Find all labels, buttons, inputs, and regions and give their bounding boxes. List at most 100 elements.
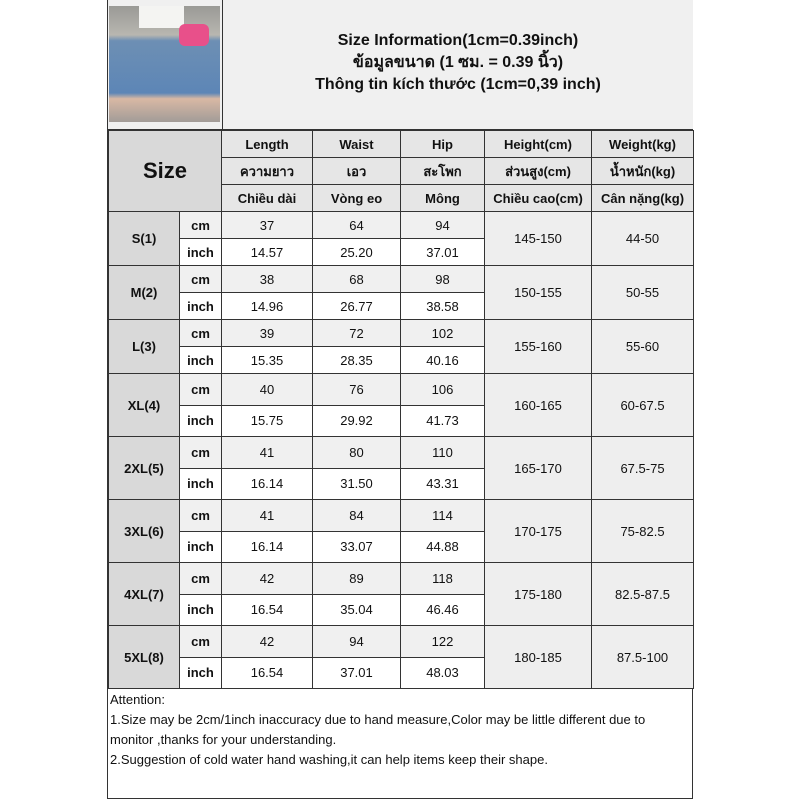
height-range: 160-165 (484, 373, 592, 437)
table-row-cm: 4XL(7) cm 42 89 118 175-180 82.5-87.5 (108, 562, 694, 626)
header-vi-2: Mông (400, 184, 485, 212)
unit-cm: cm (179, 265, 222, 293)
table-row-inch: inch 15.75 29.92 41.73 (109, 404, 694, 437)
inch-value: 40.16 (400, 346, 485, 374)
inch-value: 38.58 (400, 292, 485, 320)
inch-value: 41.73 (400, 404, 485, 437)
inch-value: 14.96 (221, 292, 313, 320)
unit-cm: cm (179, 625, 222, 658)
height-range: 150-155 (484, 265, 592, 320)
weight-range: 82.5-87.5 (591, 562, 694, 626)
inch-value: 16.14 (221, 467, 313, 500)
unit-inch: inch (179, 346, 222, 374)
height-range: 170-175 (484, 499, 592, 563)
height-range: 175-180 (484, 562, 592, 626)
cm-value: 42 (221, 562, 313, 595)
weight-range: 75-82.5 (591, 499, 694, 563)
header-vi-3: Chiều cao(cm) (484, 184, 592, 212)
table-row-inch: inch 14.57 25.20 37.01 (109, 238, 694, 266)
weight-range: 87.5-100 (591, 625, 694, 689)
size-label: 3XL(6) (108, 499, 180, 563)
cm-value: 68 (312, 265, 401, 293)
cm-value: 41 (221, 499, 313, 532)
cm-value: 122 (400, 625, 485, 658)
unit-inch: inch (179, 467, 222, 500)
cm-value: 84 (312, 499, 401, 532)
attention-note: Attention: 1.Size may be 2cm/1inch inacc… (110, 690, 690, 770)
cm-value: 94 (400, 211, 485, 239)
inch-value: 37.01 (312, 656, 401, 689)
inch-value: 28.35 (312, 346, 401, 374)
height-range: 165-170 (484, 436, 592, 500)
table-row-cm: 5XL(8) cm 42 94 122 180-185 87.5-100 (108, 625, 694, 689)
header-en-4: Weight(kg) (591, 130, 694, 158)
height-range: 155-160 (484, 319, 592, 374)
inch-value: 15.75 (221, 404, 313, 437)
inch-value: 46.46 (400, 593, 485, 626)
unit-inch: inch (179, 238, 222, 266)
inch-value: 31.50 (312, 467, 401, 500)
inch-value: 16.54 (221, 656, 313, 689)
inch-value: 16.54 (221, 593, 313, 626)
cm-value: 76 (312, 373, 401, 406)
inch-value: 44.88 (400, 530, 485, 563)
size-info-title: Size Information(1cm=0.39inch) ข้อมูลขนา… (223, 30, 693, 96)
header-th-0: ความยาว (221, 157, 313, 185)
title-vietnamese: Thông tin kích thước (1cm=0,39 inch) (315, 76, 601, 93)
inch-value: 37.01 (400, 238, 485, 266)
table-row-cm: L(3) cm 39 72 102 155-160 55-60 (108, 319, 694, 374)
unit-cm: cm (179, 436, 222, 469)
size-chart: Size Information(1cm=0.39inch) ข้อมูลขนา… (107, 0, 694, 799)
cm-value: 118 (400, 562, 485, 595)
cm-value: 39 (221, 319, 313, 347)
header-vi-1: Vòng eo (312, 184, 401, 212)
weight-range: 60-67.5 (591, 373, 694, 437)
table-row-cm: 2XL(5) cm 41 80 110 165-170 67.5-75 (108, 436, 694, 500)
cm-value: 98 (400, 265, 485, 293)
size-table: Size Length Waist Hip Height(cm) Weight(kg) คว… (108, 130, 694, 689)
size-label: M(2) (108, 265, 180, 320)
inch-value: 35.04 (312, 593, 401, 626)
inch-value: 33.07 (312, 530, 401, 563)
cm-value: 106 (400, 373, 485, 406)
cm-value: 41 (221, 436, 313, 469)
inch-value: 14.57 (221, 238, 313, 266)
cm-value: 64 (312, 211, 401, 239)
size-header: Size (108, 130, 222, 212)
table-row-cm: M(2) cm 38 68 98 150-155 50-55 (108, 265, 694, 320)
size-label: XL(4) (108, 373, 180, 437)
header-th-4: น้ำหนัก(kg) (591, 157, 694, 185)
size-label: 2XL(5) (108, 436, 180, 500)
unit-cm: cm (179, 319, 222, 347)
attention-heading: Attention: (110, 692, 165, 707)
cm-value: 37 (221, 211, 313, 239)
unit-cm: cm (179, 562, 222, 595)
header-th-2: สะโพก (400, 157, 485, 185)
size-label: S(1) (108, 211, 180, 266)
cm-value: 89 (312, 562, 401, 595)
table-row-inch: inch 16.54 37.01 48.03 (109, 656, 694, 689)
size-label: 4XL(7) (108, 562, 180, 626)
height-range: 145-150 (484, 211, 592, 266)
inch-value: 48.03 (400, 656, 485, 689)
inch-value: 16.14 (221, 530, 313, 563)
weight-range: 67.5-75 (591, 436, 694, 500)
cm-value: 72 (312, 319, 401, 347)
unit-cm: cm (179, 211, 222, 239)
header-vi-4: Cân nặng(kg) (591, 184, 694, 212)
attention-line-2: 2.Suggestion of cold water hand washing,… (110, 752, 548, 767)
cm-value: 114 (400, 499, 485, 532)
unit-inch: inch (179, 404, 222, 437)
cm-value: 80 (312, 436, 401, 469)
unit-inch: inch (179, 656, 222, 689)
attention-line-1: 1.Size may be 2cm/1inch inaccuracy due t… (110, 712, 646, 747)
chart-header: Size Information(1cm=0.39inch) ข้อมูลขนา… (108, 0, 693, 130)
unit-inch: inch (179, 593, 222, 626)
header-vi-0: Chiều dài (221, 184, 313, 212)
unit-inch: inch (179, 292, 222, 320)
header-row-vi: Chiều dài Vòng eo Mông Chiều cao(cm) Cân nặn… (109, 184, 694, 212)
size-label: 5XL(8) (108, 625, 180, 689)
inch-value: 43.31 (400, 467, 485, 500)
header-en-1: Waist (312, 130, 401, 158)
unit-cm: cm (179, 499, 222, 532)
